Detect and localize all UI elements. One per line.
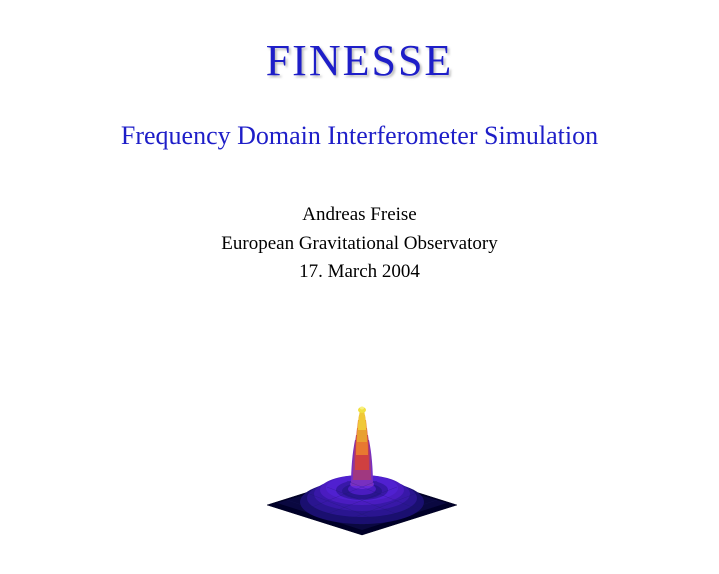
slide-title: FINESSE — [0, 35, 719, 86]
beam-profile-figure — [247, 370, 477, 545]
slide-subtitle: Frequency Domain Interferometer Simulati… — [0, 121, 719, 151]
author-block: Andreas Freise European Gravitational Ob… — [0, 201, 719, 287]
slide-date: 17. March 2004 — [0, 258, 719, 287]
surface-plot-icon — [247, 370, 477, 545]
author-name: Andreas Freise — [0, 201, 719, 230]
author-affiliation: European Gravitational Observatory — [0, 230, 719, 259]
